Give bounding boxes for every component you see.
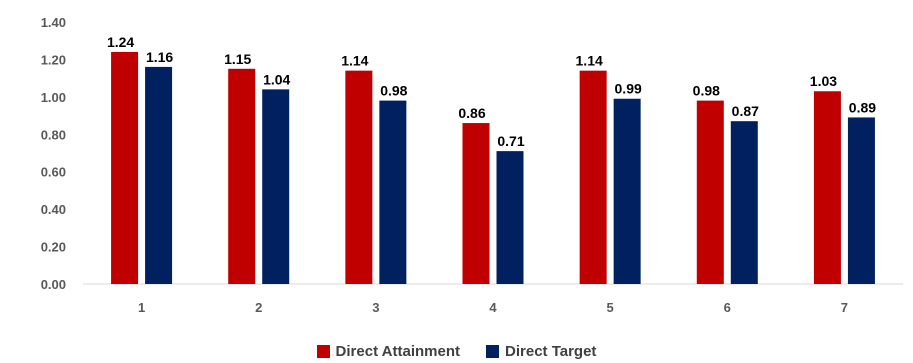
bar-series <box>111 51 875 285</box>
data-label-attainment-5: 1.14 <box>576 53 603 69</box>
bar-target-1 <box>145 66 173 285</box>
x-tick-label: 6 <box>724 300 731 315</box>
y-tick-label: 1.40 <box>41 15 66 30</box>
data-label-attainment-4: 0.86 <box>458 105 485 121</box>
y-tick-label: 0.00 <box>41 277 66 292</box>
x-tick-label: 4 <box>489 300 497 315</box>
data-label-attainment-6: 0.98 <box>693 83 720 99</box>
bar-target-3 <box>379 100 407 284</box>
data-label-target-1: 1.16 <box>146 49 173 65</box>
data-label-attainment-2: 1.15 <box>224 51 251 67</box>
legend: Direct Attainment Direct Target <box>0 340 913 362</box>
y-tick-label: 1.20 <box>41 52 66 67</box>
data-label-target-3: 0.98 <box>380 83 407 99</box>
x-axis-ticks: 1 2 3 4 5 6 7 <box>138 300 848 315</box>
legend-swatch-target <box>486 344 500 358</box>
bar-attainment-7 <box>813 91 841 284</box>
data-label-target-4: 0.71 <box>497 133 524 149</box>
legend-label-attainment: Direct Attainment <box>335 342 461 360</box>
y-tick-label: 1.00 <box>41 90 66 105</box>
bar-attainment-2 <box>228 68 256 285</box>
data-label-target-2: 1.04 <box>263 71 290 87</box>
bar-target-4 <box>496 151 524 284</box>
legend-label-target: Direct Target <box>505 342 597 360</box>
bar-attainment-3 <box>345 70 373 285</box>
x-tick-label: 3 <box>372 300 379 315</box>
x-tick-label: 5 <box>607 300 614 315</box>
bar-attainment-4 <box>462 123 490 284</box>
x-tick-label: 2 <box>255 300 262 315</box>
y-tick-label: 0.40 <box>41 202 66 217</box>
y-tick-label: 0.60 <box>41 165 66 180</box>
bar-attainment-1 <box>111 51 139 284</box>
x-tick-label: 1 <box>138 300 145 315</box>
data-label-target-6: 0.87 <box>732 103 759 119</box>
data-label-target-7: 0.89 <box>849 99 876 115</box>
data-label-attainment-3: 1.14 <box>341 53 368 69</box>
bar-chart: 0.00 0.20 0.40 0.60 0.80 1.00 1.20 1.40 1.24 1.1… <box>41 15 903 315</box>
bar-target-2 <box>262 89 290 284</box>
y-tick-label: 0.80 <box>41 127 66 142</box>
data-label-attainment-1: 1.24 <box>107 34 134 50</box>
legend-item-target: Direct Target <box>486 343 596 360</box>
bar-attainment-6 <box>696 100 724 284</box>
y-axis-ticks: 0.00 0.20 0.40 0.60 0.80 1.00 1.20 1.40 <box>41 15 66 292</box>
data-labels: 1.24 1.16 1.15 1.04 1.14 0.98 0.86 0.71 1.14 0.99… <box>107 34 876 149</box>
bar-target-5 <box>613 98 641 284</box>
legend-item-attainment: Direct Attainment <box>316 342 461 360</box>
x-tick-label: 7 <box>841 300 848 315</box>
y-tick-label: 0.20 <box>41 240 66 255</box>
bar-target-7 <box>847 117 875 284</box>
data-label-attainment-7: 1.03 <box>810 73 837 89</box>
legend-swatch-attainment <box>316 344 330 358</box>
bar-target-6 <box>730 121 758 284</box>
bar-attainment-5 <box>579 70 607 285</box>
data-label-target-5: 0.99 <box>615 81 642 97</box>
